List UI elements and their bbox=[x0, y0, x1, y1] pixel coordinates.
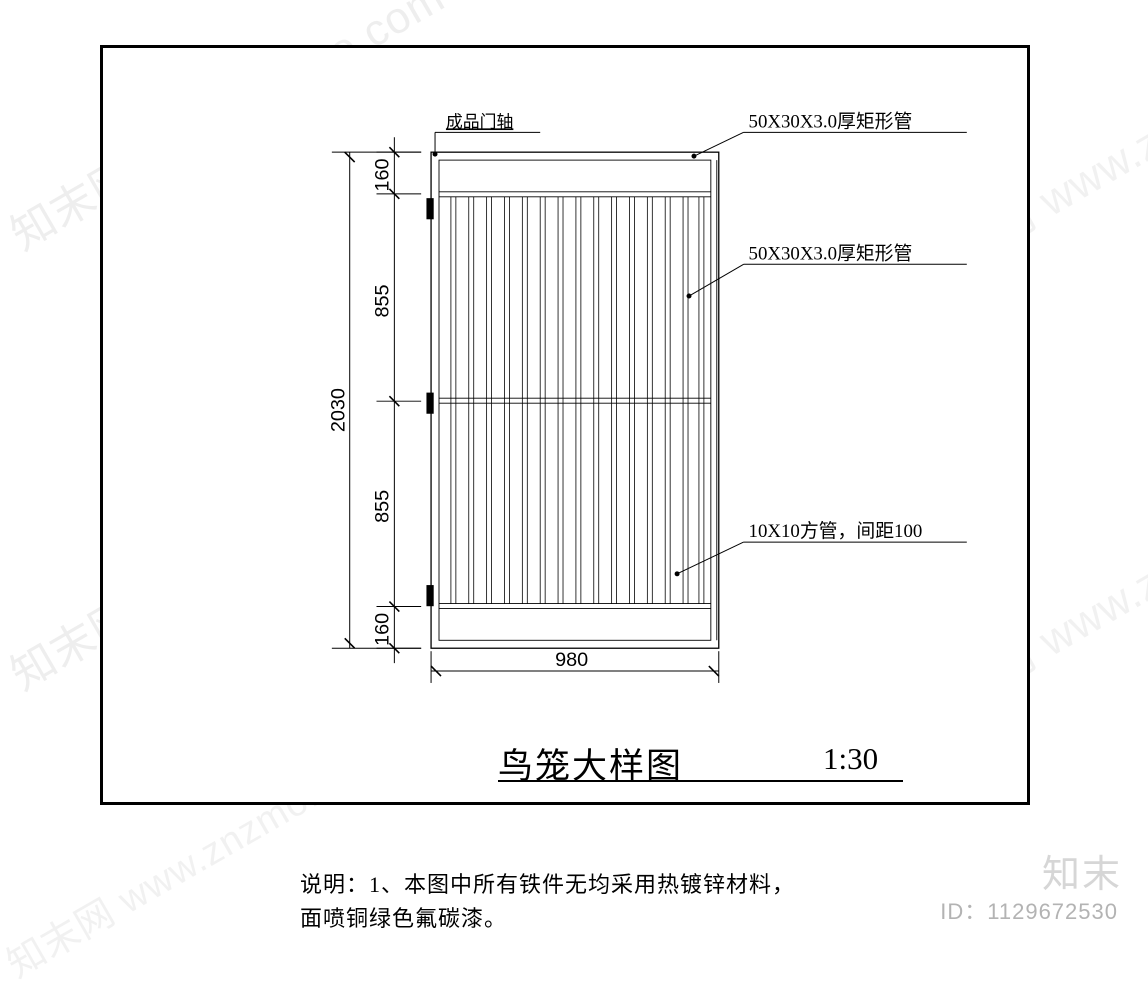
title-underline bbox=[498, 780, 903, 782]
drawing-scale: 1:30 bbox=[823, 741, 878, 777]
drawing-frame: 980 2030 160 855 855 160 bbox=[100, 45, 1030, 805]
dim-overall-height: 2030 bbox=[328, 388, 350, 432]
annotation-hinge: 成品门轴 bbox=[446, 112, 513, 131]
notes-line1: 1、本图中所有铁件无均采用热镀锌材料， bbox=[369, 872, 795, 897]
dim-top-gap: 160 bbox=[371, 158, 393, 191]
notes-label: 说明： bbox=[300, 872, 369, 897]
dim-bottom-gap: 160 bbox=[371, 613, 393, 646]
annotation-tube-top: 50X30X3.0厚矩形管 bbox=[749, 110, 913, 132]
brand-logo-text: 知末 bbox=[1042, 843, 1122, 898]
notes-block: 说明：1、本图中所有铁件无均采用热镀锌材料， 面喷铜绿色氟碳漆。 bbox=[300, 868, 900, 936]
dim-upper-panel: 855 bbox=[371, 284, 393, 317]
title-row: 鸟笼大样图 1:30 bbox=[498, 738, 998, 789]
notes-line2: 面喷铜绿色氟碳漆。 bbox=[300, 906, 507, 931]
annotation-tube-bar: 10X10方管，间距100 bbox=[749, 520, 923, 542]
dim-width: 980 bbox=[555, 649, 588, 671]
resource-id: ID：1129672530 bbox=[940, 894, 1118, 926]
dim-lower-panel: 855 bbox=[371, 490, 393, 523]
annotation-tube-mid: 50X30X3.0厚矩形管 bbox=[749, 242, 913, 264]
drawing-svg: 980 2030 160 855 855 160 bbox=[103, 48, 1027, 802]
